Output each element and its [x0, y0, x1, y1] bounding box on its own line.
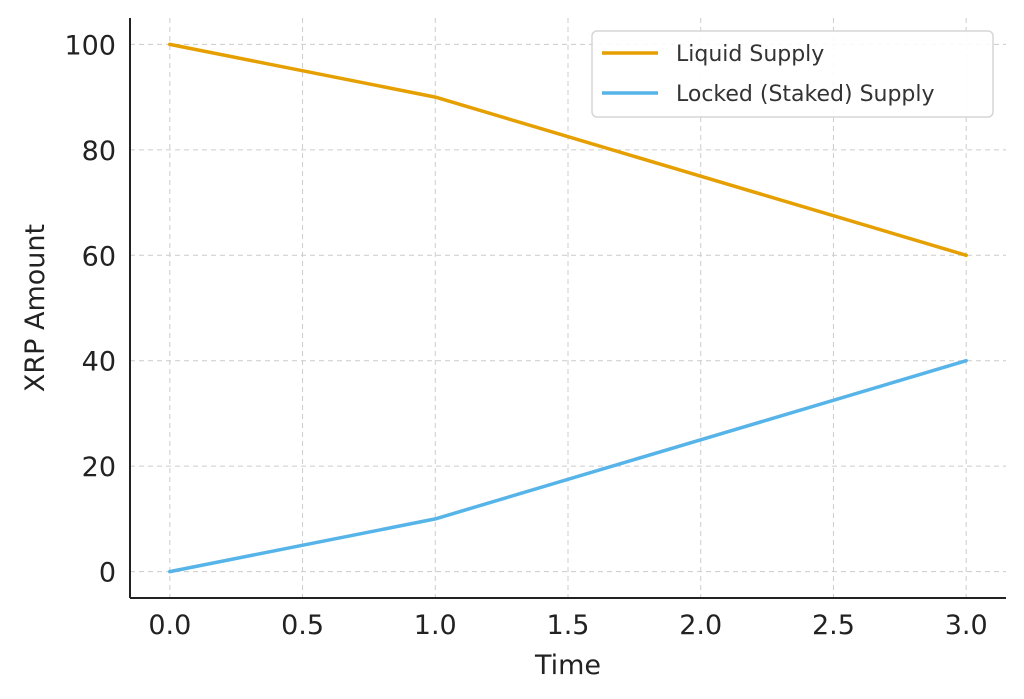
tick-labels: 0.0 0.5 1.0 1.5 2.0 2.5 3.0 0 20 40 60 80 100 — [64, 30, 987, 641]
y-axis-label: XRP Amount — [20, 224, 51, 392]
x-tick-label: 1.5 — [547, 610, 590, 641]
x-tick-label: 2.0 — [679, 610, 722, 641]
x-tick-label: 3.0 — [945, 610, 988, 641]
y-tick-label: 80 — [82, 136, 116, 167]
y-tick-label: 0 — [99, 558, 116, 589]
y-tick-label: 60 — [82, 241, 116, 272]
series-line — [168, 42, 968, 258]
x-tick-label: 2.5 — [812, 610, 855, 641]
legend-box — [591, 30, 994, 118]
y-tick-label: 40 — [82, 347, 116, 378]
axes — [129, 18, 1006, 599]
series-lines — [168, 42, 968, 574]
legend-label: Locked (Staked) Supply — [676, 82, 935, 107]
series-line — [168, 358, 968, 574]
y-tick-label: 100 — [64, 30, 116, 61]
x-tick-label: 0.5 — [281, 610, 324, 641]
legend: Liquid Supply Locked (Staked) Supply — [591, 30, 994, 118]
x-tick-label: 1.0 — [414, 610, 457, 641]
x-tick-label: 0.0 — [148, 610, 191, 641]
legend-label: Liquid Supply — [676, 42, 824, 67]
y-tick-label: 20 — [82, 452, 116, 483]
x-axis-label: Time — [534, 650, 601, 681]
